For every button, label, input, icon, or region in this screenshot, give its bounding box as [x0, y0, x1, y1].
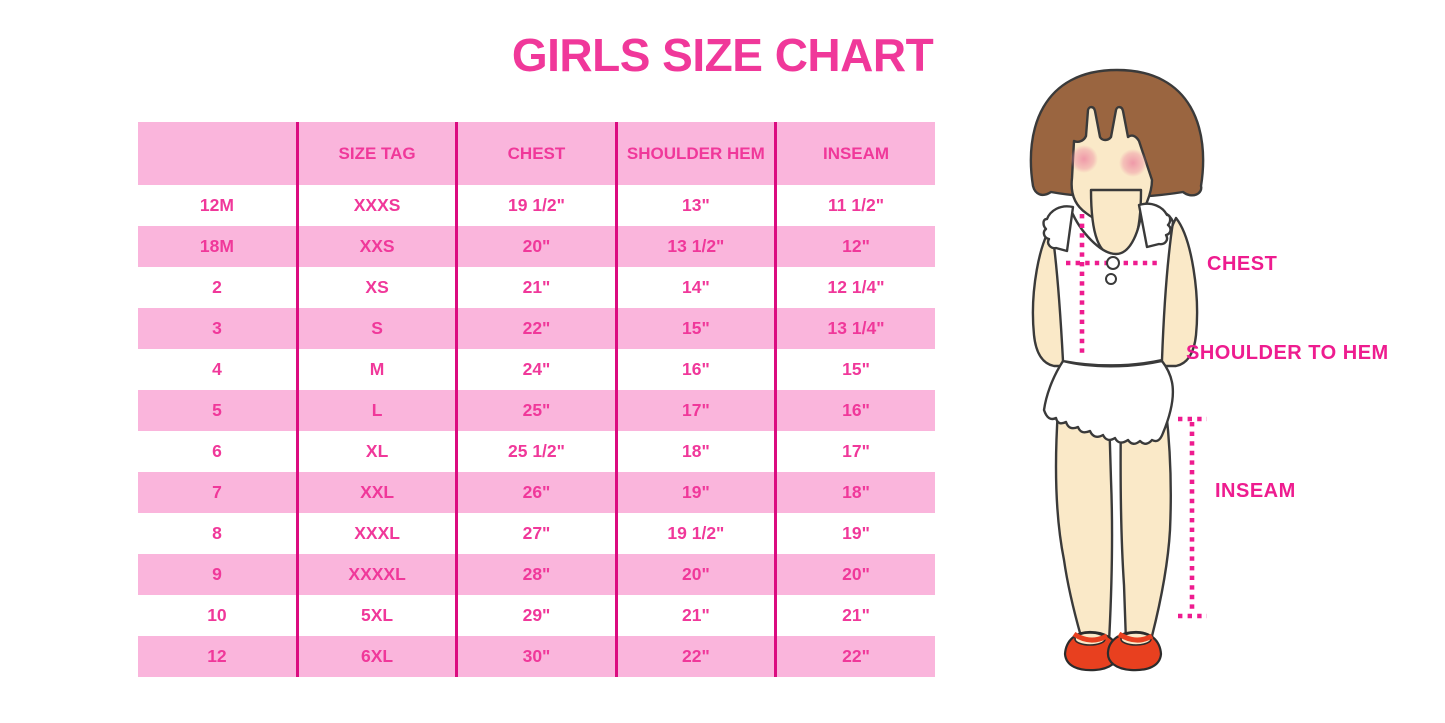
table-cell: XXXXL [295, 554, 457, 595]
table-cell: 21" [614, 595, 776, 636]
top-button-2 [1105, 273, 1117, 285]
table-cell: 7 [138, 472, 298, 513]
table-cell: 18M [138, 226, 298, 267]
table-row: 7 XXL 26" 19" 18" [138, 472, 935, 513]
table-cell: 20" [455, 226, 617, 267]
table-row: 5 L 25" 17" 16" [138, 390, 935, 431]
table-cell: 2 [138, 267, 298, 308]
table-row: 2 XS 21" 14" 12 1/4" [138, 267, 935, 308]
table-cell: 29" [455, 595, 617, 636]
table-cell: 26" [455, 472, 617, 513]
table-cell: 9 [138, 554, 298, 595]
table-header: SIZE TAG CHEST SHOULDER HEM INSEAM [138, 122, 935, 185]
table-row: 8 XXXL 27" 19 1/2" 19" [138, 513, 935, 554]
table-cell: 25" [455, 390, 617, 431]
table-cell: 21" [455, 267, 617, 308]
table-row: 4 M 24" 16" 15" [138, 349, 935, 390]
page-title: GIRLS SIZE CHART [511, 29, 934, 81]
table-row: 18M XXS 20" 13 1/2" 12" [138, 226, 935, 267]
column-header: SIZE TAG [295, 122, 457, 185]
table-row: 9 XXXXL 28" 20" 20" [138, 554, 935, 595]
table-cell: XXL [295, 472, 457, 513]
table-cell: 18" [614, 431, 776, 472]
left-shoulder-ruffle [1042, 205, 1075, 253]
column-header: CHEST [455, 122, 617, 185]
table-cell: 18" [774, 472, 935, 513]
table-cell: 13 1/2" [614, 226, 776, 267]
table-cell: 3 [138, 308, 298, 349]
table-cell: 6 [138, 431, 298, 472]
table-row: 3 S 22" 15" 13 1/4" [138, 308, 935, 349]
table-cell: 21" [774, 595, 935, 636]
top-button-1 [1106, 256, 1120, 270]
table-cell: 15" [774, 349, 935, 390]
blush-right [1119, 149, 1147, 177]
table-cell: XL [295, 431, 457, 472]
header-row: SIZE TAG CHEST SHOULDER HEM INSEAM [138, 122, 935, 185]
table-cell: 16" [614, 349, 776, 390]
shoulder-to-hem-label: SHOULDER TO HEM [1186, 342, 1389, 364]
table-cell: 13 1/4" [774, 308, 935, 349]
table-cell: 25 1/2" [455, 431, 617, 472]
table-cell: 30" [455, 636, 617, 677]
table-cell: 19 1/2" [614, 513, 776, 554]
table-row: 12M XXXS 19 1/2" 13" 11 1/2" [138, 185, 935, 226]
table-cell: 24" [455, 349, 617, 390]
table-cell: 22" [455, 308, 617, 349]
left-shoe [1063, 630, 1120, 672]
table-cell: 19" [774, 513, 935, 554]
table-cell: 5XL [295, 595, 457, 636]
table-cell: 12" [774, 226, 935, 267]
table-cell: 6XL [295, 636, 457, 677]
table-cell: XXXL [295, 513, 457, 554]
table-cell: S [295, 308, 457, 349]
right-leg [1119, 408, 1172, 644]
inseam-label: INSEAM [1215, 480, 1296, 502]
table-cell: 10 [138, 595, 298, 636]
column-header: INSEAM [774, 122, 935, 185]
inseam-measure-line [1178, 416, 1207, 619]
table-cell: 16" [774, 390, 935, 431]
table-cell: M [295, 349, 457, 390]
table-cell: 12M [138, 185, 298, 226]
table-cell: XXS [295, 226, 457, 267]
blush-left [1070, 145, 1098, 173]
table-cell: 27" [455, 513, 617, 554]
table-cell: 19" [614, 472, 776, 513]
table-cell: 22" [774, 636, 935, 677]
table-cell: 17" [774, 431, 935, 472]
table-cell: L [295, 390, 457, 431]
table-row: 10 5XL 29" 21" 21" [138, 595, 935, 636]
table-cell: 20" [774, 554, 935, 595]
table-cell: XXXS [295, 185, 457, 226]
table-cell: XS [295, 267, 457, 308]
table-row: 12 6XL 30" 22" 22" [138, 636, 935, 677]
table-cell: 13" [614, 185, 776, 226]
table-cell: 17" [614, 390, 776, 431]
table-cell: 5 [138, 390, 298, 431]
table-cell: 22" [614, 636, 776, 677]
table-row: 6 XL 25 1/2" 18" 17" [138, 431, 935, 472]
right-shoulder-ruffle [1137, 202, 1172, 249]
table-cell: 14" [614, 267, 776, 308]
left-leg [1054, 408, 1114, 644]
chest-label: CHEST [1207, 253, 1277, 275]
table-cell: 15" [614, 308, 776, 349]
table-cell: 12 [138, 636, 298, 677]
table-body: 12M XXXS 19 1/2" 13" 11 1/2" 18M XXS 20" 13 1/2"… [138, 185, 935, 677]
column-header: SHOULDER HEM [614, 122, 776, 185]
table-cell: 28" [455, 554, 617, 595]
table-cell: 8 [138, 513, 298, 554]
skirt [1042, 359, 1175, 445]
table-cell: 4 [138, 349, 298, 390]
table-cell: 19 1/2" [455, 185, 617, 226]
right-shoe [1106, 630, 1163, 672]
column-header [138, 122, 298, 185]
girl-measurement-illustration: CHEST SHOULDER TO HEM INSEAM [1029, 68, 1389, 672]
size-chart-table: SIZE TAG CHEST SHOULDER HEM INSEAM 12M XXXS 1… [138, 122, 935, 677]
table-cell: 12 1/4" [774, 267, 935, 308]
table-cell: 20" [614, 554, 776, 595]
table-cell: 11 1/2" [774, 185, 935, 226]
